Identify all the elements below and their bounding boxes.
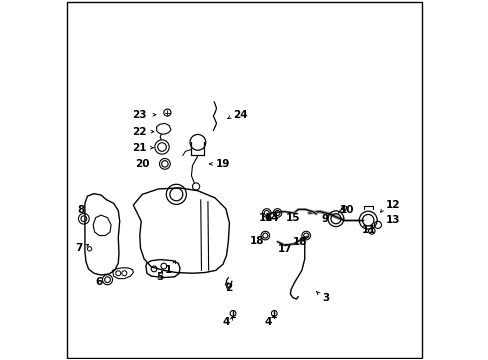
Text: 23: 23 — [132, 110, 147, 120]
Text: 4: 4 — [223, 318, 230, 327]
Text: 18: 18 — [249, 236, 264, 246]
Text: 9: 9 — [321, 215, 328, 224]
Text: 15: 15 — [285, 213, 300, 223]
Text: 24: 24 — [233, 111, 247, 121]
Text: 13: 13 — [386, 215, 400, 225]
Text: 8: 8 — [77, 206, 84, 216]
Text: 5: 5 — [156, 272, 163, 282]
Text: 16: 16 — [258, 213, 273, 223]
Text: 10: 10 — [339, 206, 353, 216]
Text: 22: 22 — [132, 127, 147, 136]
Text: 20: 20 — [135, 159, 149, 169]
Text: 3: 3 — [322, 293, 329, 303]
Text: 18: 18 — [292, 237, 306, 247]
Text: 12: 12 — [386, 200, 400, 210]
Text: 2: 2 — [224, 283, 231, 293]
Text: 19: 19 — [215, 159, 230, 169]
Text: 7: 7 — [75, 243, 82, 253]
Text: 6: 6 — [95, 277, 102, 287]
Text: 4: 4 — [264, 318, 271, 327]
Text: 21: 21 — [132, 143, 147, 153]
Text: 17: 17 — [277, 244, 291, 254]
Text: 1: 1 — [164, 265, 172, 275]
Text: 11: 11 — [361, 225, 376, 235]
Text: 14: 14 — [264, 213, 279, 223]
